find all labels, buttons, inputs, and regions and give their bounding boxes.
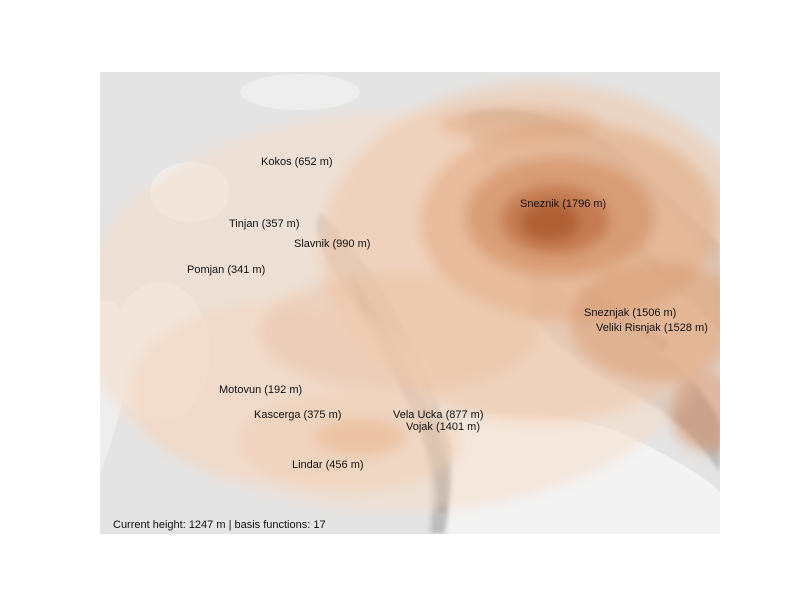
status-text: Current height: 1247 m | basis functions… bbox=[113, 519, 326, 531]
peak-label-slavnik: Slavnik (990 m) bbox=[294, 238, 371, 250]
terrain-map[interactable] bbox=[100, 72, 720, 534]
peak-label-motovun: Motovun (192 m) bbox=[219, 384, 303, 396]
peak-label-veliki-risnjak: Veliki Risnjak (1528 m) bbox=[596, 322, 708, 334]
peak-label-kokos: Kokos (652 m) bbox=[261, 156, 333, 168]
peak-label-sneznik: Sneznik (1796 m) bbox=[520, 198, 607, 210]
peak-label-pomjan: Pomjan (341 m) bbox=[187, 264, 266, 276]
peak-label-tinjan: Tinjan (357 m) bbox=[229, 218, 300, 230]
peak-label-vojak: Vojak (1401 m) bbox=[406, 421, 480, 433]
peak-label-sneznjak: Sneznjak (1506 m) bbox=[584, 307, 677, 319]
peak-label-kascerga: Kascerga (375 m) bbox=[254, 409, 342, 421]
map-canvas bbox=[100, 72, 720, 534]
peak-label-vela-ucka: Vela Ucka (877 m) bbox=[393, 409, 484, 421]
heat-overlay bbox=[100, 82, 720, 512]
peak-label-lindar: Lindar (456 m) bbox=[292, 459, 364, 471]
